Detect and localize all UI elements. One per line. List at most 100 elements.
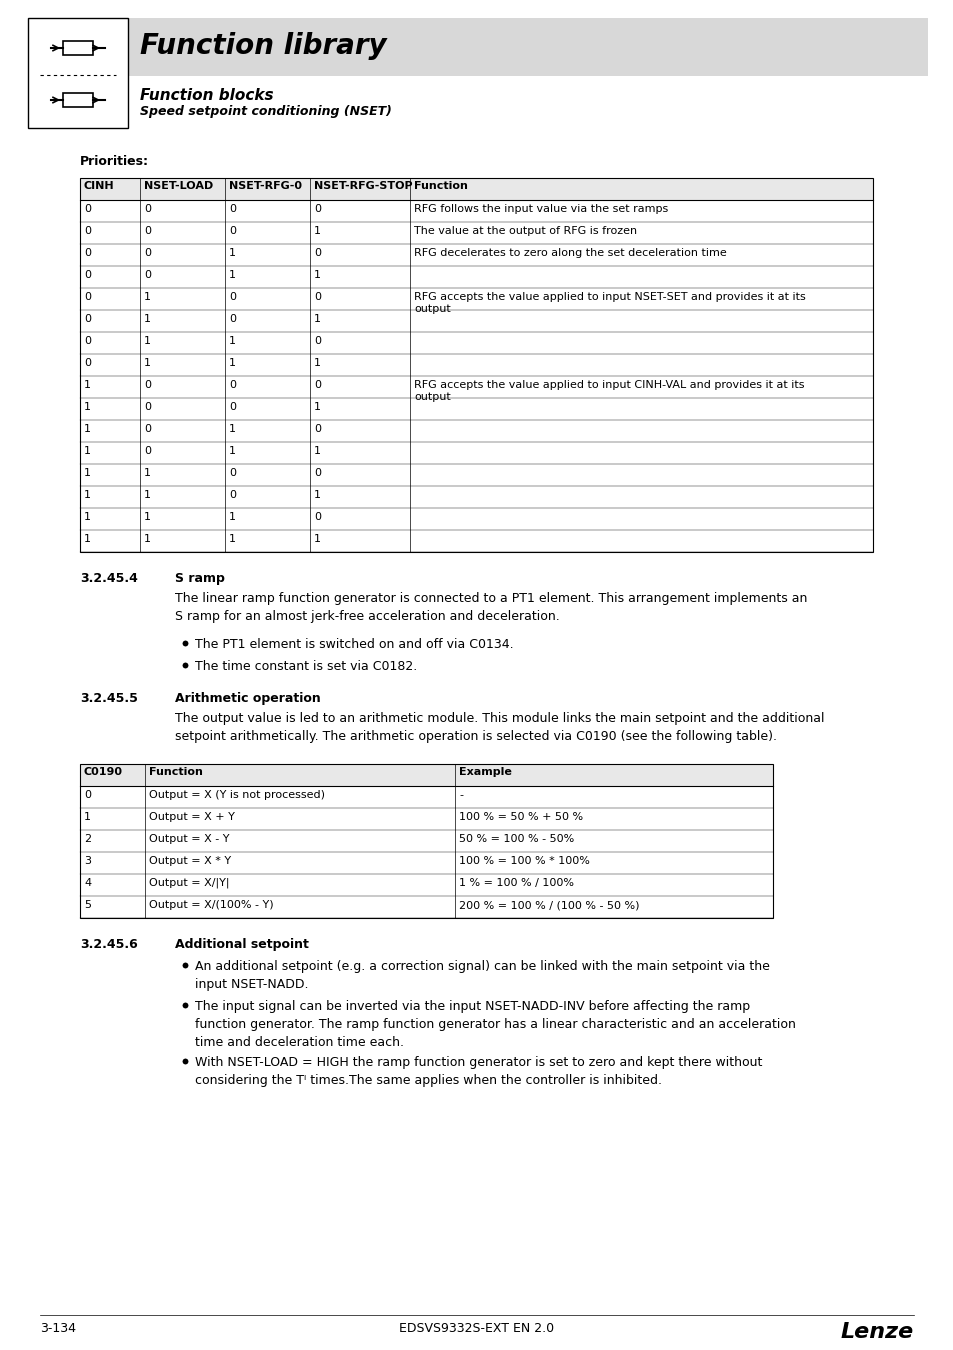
Text: 1: 1 [229,358,235,369]
Text: 1: 1 [144,315,151,324]
Text: 50 % = 100 % - 50%: 50 % = 100 % - 50% [458,834,574,844]
Text: 0: 0 [84,315,91,324]
Text: 0: 0 [84,204,91,215]
Text: Output = X + Y: Output = X + Y [149,811,234,822]
Text: 0: 0 [229,379,235,390]
Text: 1: 1 [314,270,320,279]
Text: Output = X/(100% - Y): Output = X/(100% - Y) [149,900,274,910]
Text: Lenze: Lenze [840,1322,913,1342]
Text: 1: 1 [84,811,91,822]
Text: The value at the output of RFG is frozen: The value at the output of RFG is frozen [414,225,637,236]
Text: Output = X (Y is not processed): Output = X (Y is not processed) [149,790,325,801]
Text: EDSVS9332S-EXT EN 2.0: EDSVS9332S-EXT EN 2.0 [399,1322,554,1335]
Text: 0: 0 [314,204,320,215]
Text: 0: 0 [144,270,151,279]
Text: With NSET-LOAD = HIGH the ramp function generator is set to zero and kept there : With NSET-LOAD = HIGH the ramp function … [194,1056,761,1087]
Text: Example: Example [458,767,512,778]
Text: 1: 1 [314,446,320,456]
Text: 0: 0 [144,424,151,433]
Text: 1: 1 [84,446,91,456]
Text: 200 % = 100 % / (100 % - 50 %): 200 % = 100 % / (100 % - 50 %) [458,900,639,910]
Text: 1: 1 [84,468,91,478]
Text: 3.2.45.5: 3.2.45.5 [80,693,138,705]
Text: 0: 0 [229,402,235,412]
Text: 0: 0 [84,248,91,258]
Text: The linear ramp function generator is connected to a PT1 element. This arrangeme: The linear ramp function generator is co… [174,593,806,622]
Text: 1: 1 [314,358,320,369]
Text: Output = X - Y: Output = X - Y [149,834,230,844]
Text: The output value is led to an arithmetic module. This module links the main setp: The output value is led to an arithmetic… [174,711,823,743]
Text: NSET-RFG-0: NSET-RFG-0 [229,181,302,190]
Text: Function library: Function library [140,32,386,59]
Text: 3.2.45.6: 3.2.45.6 [80,938,137,950]
Text: 0: 0 [144,225,151,236]
Text: Function: Function [149,767,203,778]
Text: RFG accepts the value applied to input CINH-VAL and provides it at its
output: RFG accepts the value applied to input C… [414,379,803,401]
Text: 0: 0 [144,446,151,456]
Text: 1: 1 [229,446,235,456]
Text: 0: 0 [229,315,235,324]
Text: 1: 1 [229,424,235,433]
Text: The time constant is set via C0182.: The time constant is set via C0182. [194,660,416,674]
Text: 1: 1 [84,490,91,500]
Text: 0: 0 [314,248,320,258]
Text: Output = X/|Y|: Output = X/|Y| [149,878,230,888]
Text: RFG accepts the value applied to input NSET-SET and provides it at its
output: RFG accepts the value applied to input N… [414,292,805,313]
Text: 0: 0 [144,204,151,215]
Text: 1: 1 [84,512,91,522]
Text: Function: Function [414,181,467,190]
Text: 1: 1 [144,468,151,478]
Text: CINH: CINH [84,181,114,190]
Text: 0: 0 [84,225,91,236]
Text: 1: 1 [314,225,320,236]
Text: 1: 1 [144,358,151,369]
FancyBboxPatch shape [80,178,872,200]
Text: 0: 0 [229,292,235,302]
Text: 3.2.45.4: 3.2.45.4 [80,572,138,585]
Text: NSET-LOAD: NSET-LOAD [144,181,213,190]
Text: 1: 1 [144,490,151,500]
Text: RFG decelerates to zero along the set deceleration time: RFG decelerates to zero along the set de… [414,248,726,258]
Text: S ramp: S ramp [174,572,225,585]
Text: RFG follows the input value via the set ramps: RFG follows the input value via the set … [414,204,667,215]
Text: 1: 1 [314,315,320,324]
Text: 1: 1 [314,490,320,500]
Text: 3-134: 3-134 [40,1322,76,1335]
Text: 0: 0 [84,270,91,279]
Text: 0: 0 [314,512,320,522]
Text: Speed setpoint conditioning (NSET): Speed setpoint conditioning (NSET) [140,105,392,117]
FancyBboxPatch shape [80,764,772,786]
Text: 1: 1 [84,379,91,390]
Text: 0: 0 [229,490,235,500]
Text: 0: 0 [144,402,151,412]
Text: 1: 1 [84,402,91,412]
Text: 0: 0 [84,358,91,369]
Text: 1: 1 [229,270,235,279]
Text: 2: 2 [84,834,91,844]
FancyBboxPatch shape [28,18,128,128]
Text: 3: 3 [84,856,91,865]
Text: 1 % = 100 % / 100%: 1 % = 100 % / 100% [458,878,574,888]
Text: 0: 0 [84,790,91,801]
Text: 0: 0 [314,336,320,346]
Text: 0: 0 [84,292,91,302]
Text: C0190: C0190 [84,767,123,778]
FancyBboxPatch shape [63,93,92,107]
Text: 5: 5 [84,900,91,910]
Text: 1: 1 [144,535,151,544]
Text: 0: 0 [144,248,151,258]
Text: 0: 0 [229,204,235,215]
Text: Priorities:: Priorities: [80,155,149,167]
Text: 0: 0 [314,292,320,302]
Text: 1: 1 [84,424,91,433]
Text: Additional setpoint: Additional setpoint [174,938,309,950]
Text: Output = X * Y: Output = X * Y [149,856,231,865]
FancyBboxPatch shape [63,40,92,55]
Text: 0: 0 [144,379,151,390]
FancyBboxPatch shape [128,18,927,76]
Text: 0: 0 [229,225,235,236]
Text: 0: 0 [84,336,91,346]
Text: The input signal can be inverted via the input NSET-NADD-INV before affecting th: The input signal can be inverted via the… [194,1000,795,1049]
Text: -: - [458,790,462,801]
Text: 100 % = 100 % * 100%: 100 % = 100 % * 100% [458,856,589,865]
